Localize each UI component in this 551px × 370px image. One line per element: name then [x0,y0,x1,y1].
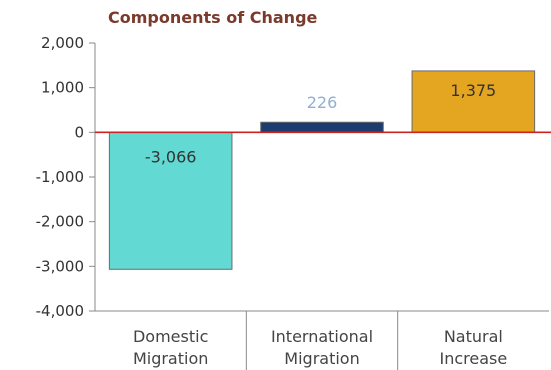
bar [411,70,536,133]
x-category-label: International [271,327,373,346]
x-category-label: Natural [444,327,503,346]
y-tick-label: -4,000 [36,302,84,320]
y-tick-label: 2,000 [41,34,84,52]
bar [260,121,384,133]
y-tick-label: -2,000 [36,213,84,231]
x-category-label: Migration [133,349,208,368]
y-tick-label: 1,000 [41,79,84,97]
x-category-label: Increase [439,349,507,368]
data-label: -3,066 [145,147,197,166]
chart-title: Components of Change [108,8,318,27]
x-category-label: Migration [284,349,359,368]
y-tick-label: -3,000 [36,257,84,275]
data-label: 226 [307,93,338,112]
bar [108,131,233,270]
y-tick-label: -1,000 [36,168,84,186]
x-category-label: Domestic [133,327,208,346]
data-label: 1,375 [450,81,496,100]
y-tick-label: 0 [74,123,84,141]
